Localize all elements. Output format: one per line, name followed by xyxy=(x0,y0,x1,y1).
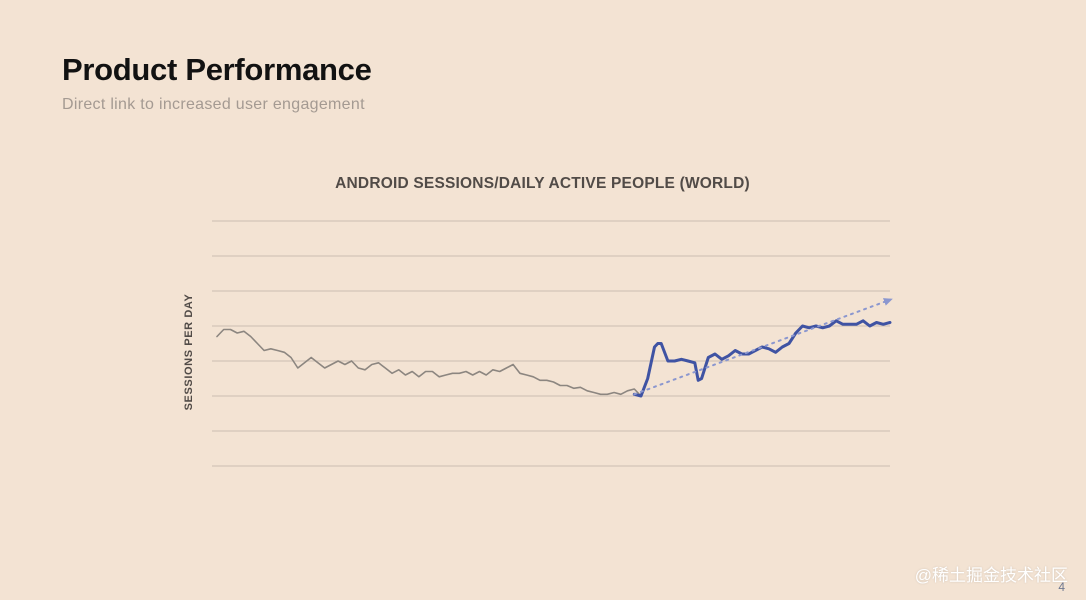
series-group xyxy=(216,298,893,398)
y-axis-label: SESSIONS PER DAY xyxy=(183,294,195,411)
series-line-after xyxy=(632,319,892,398)
series-line-before xyxy=(216,328,642,397)
page-title: Product Performance xyxy=(62,52,372,87)
page-number: 4 xyxy=(1058,580,1065,594)
watermark: @稀土掘金技术社区 xyxy=(914,566,1068,585)
chart-title-text: ANDROID SESSIONS/DAILY ACTIVE PEOPLE (WO… xyxy=(335,175,750,192)
gridlines xyxy=(212,220,890,467)
page-subtitle: Direct link to increased user engagement xyxy=(62,96,365,113)
chart-title: ANDROID SESSIONS/DAILY ACTIVE PEOPLE (WO… xyxy=(0,175,1086,193)
